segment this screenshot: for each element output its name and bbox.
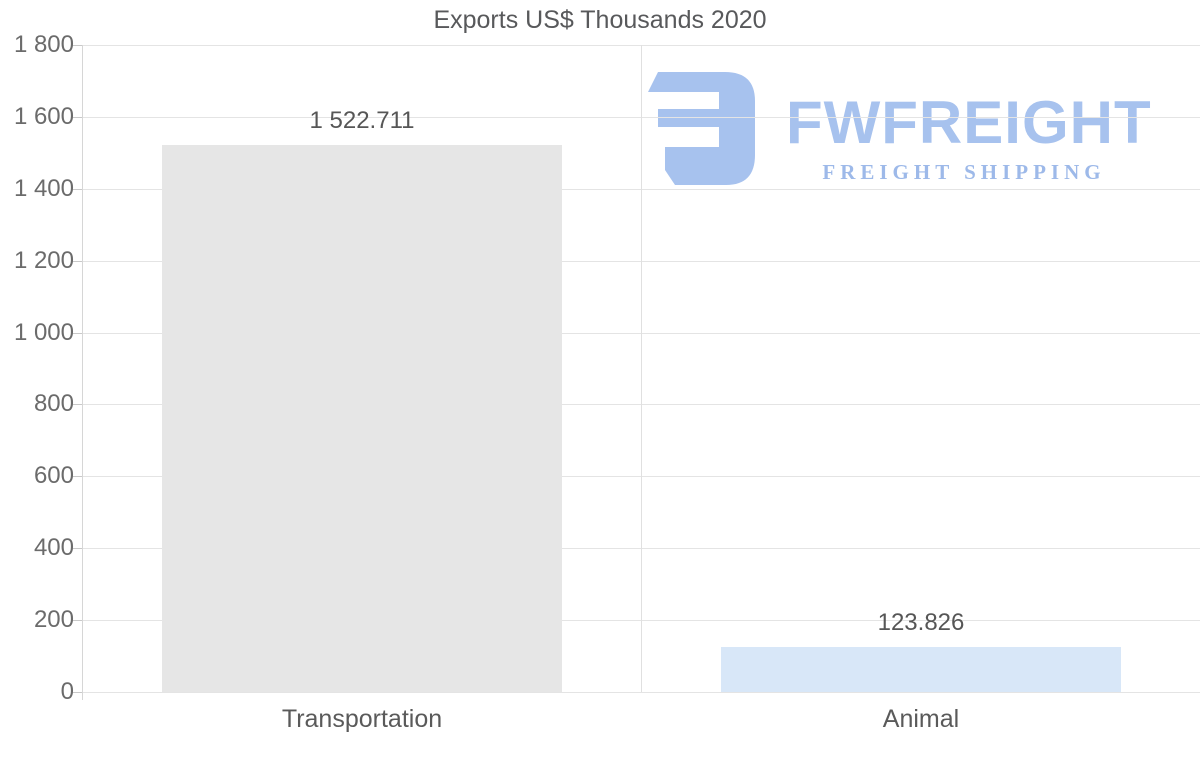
y-tick-label: 400: [33, 534, 74, 561]
bar[interactable]: [162, 145, 562, 692]
y-tick-label: 1 600: [13, 103, 74, 130]
bar-value-label: 1 522.711: [309, 107, 415, 134]
logo-wordmark: FWFREIGHT: [786, 89, 1152, 156]
bar[interactable]: [721, 647, 1121, 692]
y-tick-mark: [73, 189, 82, 190]
fwfreight-f-icon: [648, 72, 755, 185]
bar-value-label: 123.826: [877, 609, 965, 636]
y-tick-label: 1 000: [13, 319, 74, 346]
y-tick-label: 600: [33, 462, 74, 489]
y-tick-mark: [73, 620, 82, 621]
y-tick-mark: [73, 333, 82, 334]
y-tick-mark: [73, 117, 82, 118]
y-tick-label: 200: [33, 606, 74, 633]
y-tick-mark: [73, 261, 82, 262]
y-tick-label: 1 200: [13, 247, 74, 274]
y-axis-line: [82, 45, 83, 700]
logo-tagline: FREIGHT SHIPPING: [822, 160, 1106, 184]
y-tick-label: 1 400: [13, 175, 74, 202]
y-tick-mark: [73, 45, 82, 46]
y-tick-mark: [73, 404, 82, 405]
y-tick-label: 0: [60, 678, 74, 705]
category-separator-gridline: [641, 45, 642, 692]
y-tick-mark: [73, 476, 82, 477]
y-tick-mark: [73, 692, 82, 693]
gridline: [82, 692, 1200, 693]
y-tick-mark: [73, 548, 82, 549]
fwfreight-logo: FWFREIGHT FREIGHT SHIPPING: [648, 72, 1168, 185]
chart-title: Exports US$ Thousands 2020: [433, 6, 767, 34]
y-tick-label: 1 800: [13, 31, 74, 58]
category-label: Transportation: [281, 705, 443, 733]
category-label: Animal: [882, 705, 960, 733]
y-tick-label: 800: [33, 390, 74, 417]
